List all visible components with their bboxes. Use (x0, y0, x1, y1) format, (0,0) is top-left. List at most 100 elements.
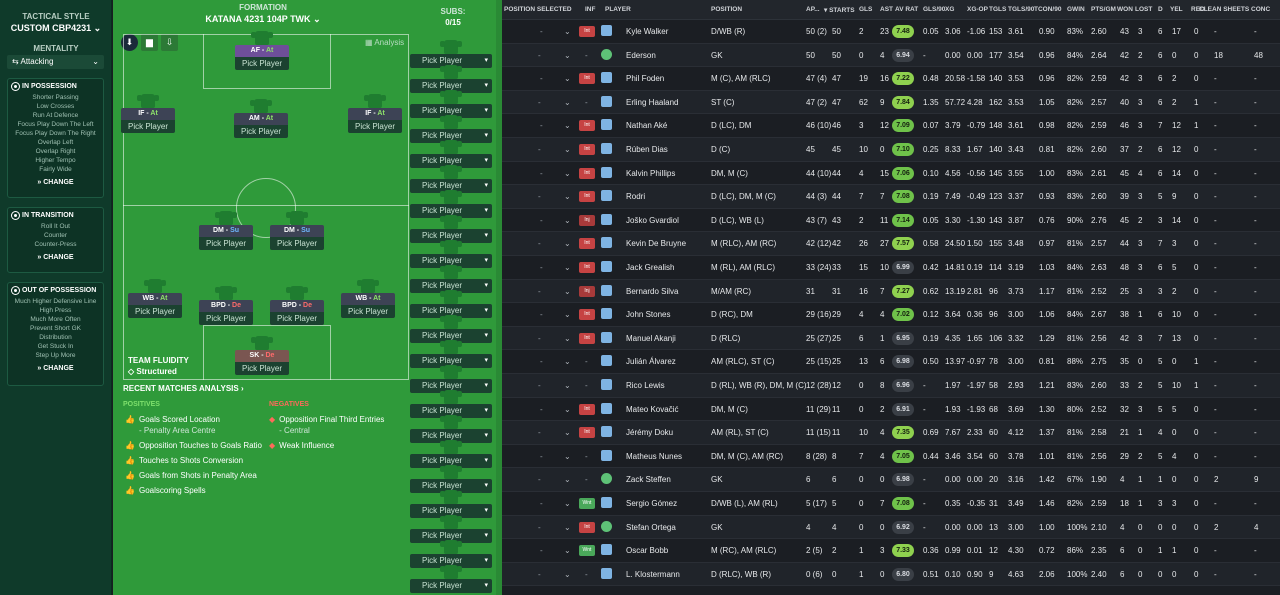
table-row[interactable]: - ⌄ Int Manuel Akanji D (RLC) 25 (27) 25 6 1 6.95… (502, 326, 1280, 351)
pick-player-dropdown[interactable]: Pick Player (410, 54, 492, 68)
player-name[interactable]: Ederson (626, 50, 656, 60)
chevron-down-icon[interactable]: ⌄ (564, 546, 571, 556)
column-header[interactable]: GWIN (1067, 6, 1085, 13)
table-row[interactable]: - ⌄ Int Kyle Walker D/WB (R) 50 (2) 50 2 23 7.48 0… (502, 20, 1280, 44)
formation-dropdown[interactable]: KATANA 4231 104P TWK ⌄ (113, 14, 413, 25)
table-row[interactable]: - ⌄ - Julián Álvarez AM (RLC), ST (C) 25 (15)… (502, 350, 1280, 374)
table-row[interactable]: - ⌄ Int Phil Foden M (C), AM (RLC) 47 (4) 47 19… (502, 67, 1280, 91)
position-selected-value[interactable]: - (538, 239, 541, 249)
pick-player-dropdown[interactable]: Pick Player (235, 57, 289, 70)
player-name[interactable]: Zack Steffen (626, 475, 671, 485)
chevron-down-icon[interactable]: ⌄ (564, 404, 571, 414)
sub-slot[interactable]: Pick Player (410, 540, 492, 568)
sub-slot[interactable]: Pick Player (410, 65, 492, 93)
sub-slot[interactable]: Pick Player (410, 565, 492, 593)
pick-player-dropdown[interactable]: Pick Player (410, 179, 492, 193)
chevron-down-icon[interactable]: ⌄ (564, 499, 571, 508)
chevron-down-icon[interactable]: ⌄ (564, 333, 571, 343)
position-selected-value[interactable]: - (538, 97, 541, 107)
table-row[interactable]: - ⌄ - Erling Haaland ST (C) 47 (2) 47 62 9 7.84 1.… (502, 90, 1280, 115)
pick-player-dropdown[interactable]: Pick Player (410, 279, 492, 293)
sub-slot[interactable]: Pick Player (410, 515, 492, 543)
pick-player-dropdown[interactable]: Pick Player (410, 554, 492, 568)
column-header[interactable]: PTS/GM (1091, 6, 1116, 13)
player-name[interactable]: Rodri (626, 192, 646, 202)
column-header[interactable]: YEL (1170, 6, 1183, 13)
pick-player-dropdown[interactable]: Pick Player (121, 120, 175, 133)
player-name[interactable]: John Stones (626, 310, 671, 320)
player-slot-if[interactable]: IF - At Pick Player (348, 94, 402, 133)
pick-player-dropdown[interactable]: Pick Player (199, 312, 253, 325)
chevron-down-icon[interactable]: ⌄ (564, 168, 571, 178)
sub-slot[interactable]: Pick Player (410, 240, 492, 268)
player-name[interactable]: Julián Álvarez (626, 357, 676, 367)
column-header[interactable]: POSITION (711, 6, 743, 13)
chevron-down-icon[interactable]: ⌄ (564, 475, 571, 485)
player-name[interactable]: Jack Grealish (626, 263, 675, 272)
player-name[interactable]: Joško Gvardiol (626, 215, 679, 225)
analysis-button[interactable]: ▦ Analysis (365, 38, 404, 47)
pick-player-dropdown[interactable]: Pick Player (410, 254, 492, 268)
player-name[interactable]: Nathan Aké (626, 121, 668, 131)
position-selected-value[interactable]: - (538, 569, 541, 579)
position-selected-value[interactable]: - (538, 145, 541, 154)
player-name[interactable]: Rico Lewis (626, 381, 665, 390)
sub-slot[interactable]: Pick Player (410, 340, 492, 368)
chevron-down-icon[interactable]: ⌄ (564, 286, 571, 296)
sub-slot[interactable]: Pick Player (410, 315, 492, 343)
column-header[interactable]: AV RAT (895, 6, 919, 13)
in-possession-change-button[interactable]: » CHANGE (8, 179, 103, 186)
position-selected-value[interactable]: - (540, 168, 543, 178)
chevron-down-icon[interactable]: ⌄ (564, 50, 571, 60)
pick-player-dropdown[interactable]: Pick Player (410, 404, 492, 418)
player-name[interactable]: Mateo Kovačić (626, 404, 679, 414)
pick-player-dropdown[interactable]: Pick Player (410, 354, 492, 368)
chevron-down-icon[interactable]: ⌄ (564, 310, 571, 320)
table-row[interactable]: - ⌄ Int Rodri D (LC), DM, M (C) 44 (3) 44 7 7 7.0… (502, 185, 1280, 209)
chevron-down-icon[interactable]: ⌄ (564, 192, 571, 202)
position-selected-value[interactable]: - (540, 310, 543, 320)
sub-slot[interactable]: Pick Player (410, 440, 492, 468)
position-selected-value[interactable]: - (538, 522, 541, 532)
column-header[interactable]: RED (1191, 6, 1205, 13)
chevron-down-icon[interactable]: ⌄ (564, 428, 571, 438)
chevron-down-icon[interactable]: ⌄ (564, 74, 571, 84)
player-slot-dm[interactable]: DM - Su Pick Player (270, 211, 324, 250)
pick-player-dropdown[interactable]: Pick Player (410, 154, 492, 168)
position-selected-value[interactable]: - (540, 451, 543, 461)
sub-slot[interactable]: Pick Player (410, 215, 492, 243)
table-row[interactable]: - ⌄ Inj Joško Gvardiol D (LC), WB (L) 43 (7) 4… (502, 209, 1280, 233)
chevron-down-icon[interactable]: ⌄ (564, 145, 571, 154)
chevron-down-icon[interactable]: ⌄ (564, 357, 571, 367)
player-slot-bpd[interactable]: BPD - De Pick Player (199, 286, 253, 325)
position-selected-value[interactable]: - (540, 74, 543, 84)
position-selected-value[interactable]: - (540, 404, 543, 414)
column-header[interactable]: XG (945, 6, 955, 13)
mentality-dropdown[interactable]: ⇆ Attacking ⌄ (7, 55, 104, 69)
position-selected-value[interactable]: - (538, 381, 541, 390)
in-transition-change-button[interactable]: » CHANGE (8, 254, 103, 261)
player-name[interactable]: Phil Foden (626, 74, 665, 84)
table-row[interactable]: - ⌄ - L. Klostermann D (RLC), WB (R) 0 (6) 0 1 0… (502, 562, 1280, 587)
position-selected-value[interactable]: - (540, 263, 543, 272)
position-selected-value[interactable]: - (540, 546, 543, 556)
player-slot-af[interactable]: AF - At Pick Player (235, 31, 289, 70)
table-row[interactable]: - ⌄ - Rico Lewis D (RL), WB (R), DM, M (C) 12… (502, 374, 1280, 398)
column-header[interactable]: WON (1117, 6, 1133, 13)
sub-slot[interactable]: Pick Player (410, 490, 492, 518)
sub-slot[interactable]: Pick Player (410, 415, 492, 443)
position-selected-value[interactable]: - (540, 499, 543, 508)
position-selected-value[interactable]: - (538, 50, 541, 60)
player-slot-dm[interactable]: DM - Su Pick Player (199, 211, 253, 250)
chevron-down-icon[interactable]: ⌄ (564, 97, 571, 107)
table-row[interactable]: - ⌄ Int Mateo Kovačić DM, M (C) 11 (29) 11 0 2 6.… (502, 398, 1280, 422)
column-header[interactable]: GLS/90 (923, 6, 946, 13)
sub-slot[interactable]: Pick Player (410, 190, 492, 218)
pick-player-dropdown[interactable]: Pick Player (410, 579, 492, 593)
position-selected-value[interactable]: - (538, 286, 541, 296)
pick-player-dropdown[interactable]: Pick Player (410, 504, 492, 518)
sub-slot[interactable]: Pick Player (410, 165, 492, 193)
player-slot-wb[interactable]: WB - At Pick Player (128, 279, 182, 318)
pick-player-dropdown[interactable]: Pick Player (270, 312, 324, 325)
table-row[interactable]: - ⌄ Int Rúben Dias D (C) 45 45 10 0 7.10 0.25 8.33 1… (502, 138, 1280, 162)
